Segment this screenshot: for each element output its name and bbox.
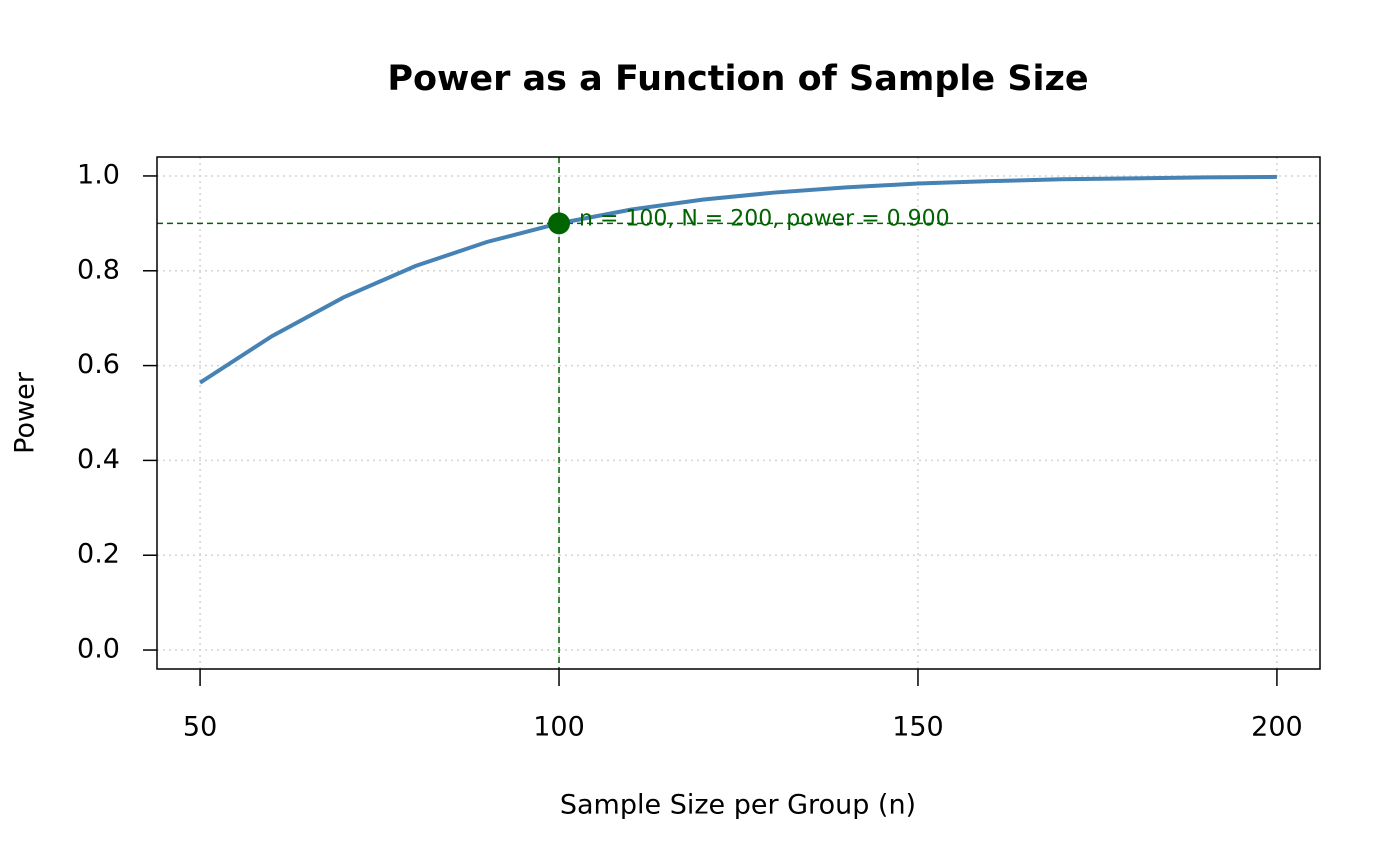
y-tick-label: 0.6	[77, 349, 120, 380]
y-tick-label: 0.2	[77, 539, 120, 570]
y-tick-label: 0.4	[77, 444, 120, 475]
y-axis-label: Power	[10, 371, 41, 454]
y-tick-label: 0.8	[77, 254, 120, 285]
x-tick-label: 200	[1251, 712, 1303, 743]
annotation: n = 100, N = 200, power = 0.900	[579, 206, 950, 231]
x-tick-label: 100	[533, 712, 585, 743]
x-tick-label: 150	[892, 712, 944, 743]
plot-frame	[156, 156, 1321, 670]
y-tick-label: 1.0	[77, 159, 120, 190]
y-tick-label: 0.0	[77, 634, 120, 665]
chart-title: Power as a Function of Sample Size	[387, 59, 1088, 99]
x-tick-label: 50	[183, 712, 217, 743]
x-axis-label: Sample Size per Group (n)	[560, 790, 916, 821]
highlight-point	[548, 212, 571, 235]
data-line	[198, 174, 1277, 385]
